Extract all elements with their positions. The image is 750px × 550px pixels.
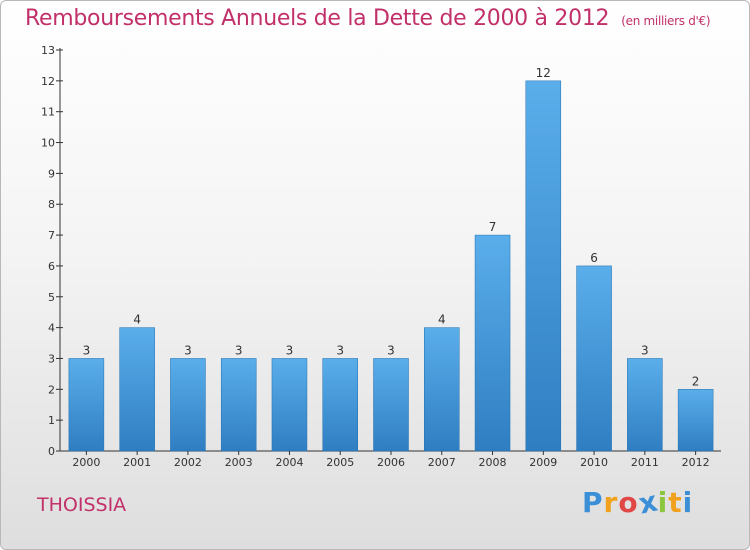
y-tick-label: 3: [48, 352, 55, 365]
bar-value-label: 6: [590, 251, 598, 265]
bar: [68, 358, 105, 452]
bar: [627, 358, 663, 452]
logo-letter: i: [682, 486, 694, 519]
logo-letter: r: [603, 486, 619, 519]
y-tick-label: 7: [48, 229, 55, 242]
y-tick-label: 10: [41, 137, 55, 150]
y-tick-label: 0: [48, 445, 55, 458]
x-tick-label: 2004: [275, 456, 303, 469]
y-tick-label: 9: [48, 167, 55, 180]
bar-value-label: 2: [692, 374, 700, 388]
x-tick-label: 2005: [326, 456, 354, 469]
y-tick-label: 8: [48, 198, 55, 211]
x-tick-label: 2007: [428, 456, 456, 469]
bar: [322, 358, 358, 452]
x-tick-label: 2001: [123, 456, 151, 469]
chart-title-text: Remboursements Annuels de la Dette de 20…: [25, 6, 610, 31]
logo-letter: o: [618, 486, 639, 519]
x-tick-label: 2012: [682, 456, 710, 469]
bar: [677, 389, 714, 452]
y-tick-label: 1: [48, 414, 55, 427]
x-tick-label: 2008: [479, 456, 507, 469]
commune-name: THOISSIA: [37, 494, 127, 516]
bar-value-label: 4: [438, 313, 446, 327]
y-tick-label: 2: [48, 383, 55, 396]
y-tick-label: 4: [48, 322, 55, 335]
bar-value-label: 12: [536, 66, 551, 80]
x-tick-label: 2009: [529, 456, 557, 469]
proxiti-logo: Proxiti: [582, 484, 694, 526]
chart-title: Remboursements Annuels de la Dette de 20…: [25, 6, 711, 31]
y-tick-label: 5: [48, 291, 55, 304]
bar-value-label: 3: [184, 343, 192, 357]
bar-value-label: 7: [489, 220, 497, 234]
x-tick-label: 2011: [631, 456, 659, 469]
bar-value-label: 4: [133, 313, 141, 327]
x-tick-label: 2003: [225, 456, 253, 469]
bar-value-label: 3: [387, 343, 395, 357]
chart-unit-label: (en milliers d'€): [621, 14, 711, 28]
logo-letter: P: [582, 486, 604, 519]
bar: [424, 327, 460, 452]
bar-value-label: 3: [641, 343, 649, 357]
bar: [170, 358, 206, 452]
x-tick-label: 2002: [174, 456, 202, 469]
x-tick-label: 2006: [377, 456, 405, 469]
bar-value-label: 3: [286, 343, 294, 357]
bar: [474, 234, 511, 452]
bar-value-label: 3: [83, 343, 91, 357]
logo-letter: t: [668, 486, 683, 519]
y-tick-label: 6: [48, 260, 55, 273]
bar-value-label: 3: [336, 343, 344, 357]
bar: [373, 358, 409, 452]
bar: [220, 358, 257, 452]
bar: [525, 80, 562, 452]
bar: [576, 265, 612, 452]
bar: [119, 327, 155, 452]
x-tick-label: 2010: [580, 456, 608, 469]
x-tick-label: 2000: [72, 456, 100, 469]
bar: [271, 358, 308, 452]
y-tick-label: 12: [41, 75, 55, 88]
logo-letter: i: [657, 486, 669, 519]
y-tick-label: 11: [41, 106, 55, 119]
y-tick-label: 13: [41, 44, 55, 57]
bar-value-label: 3: [235, 343, 243, 357]
